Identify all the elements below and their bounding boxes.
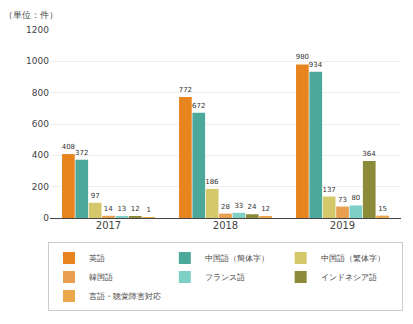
- svg-text:13: 13: [117, 205, 126, 213]
- svg-text:中国語（簡体字）: 中国語（簡体字）: [205, 254, 269, 263]
- svg-text:12: 12: [261, 205, 270, 213]
- svg-text:73: 73: [338, 196, 347, 204]
- svg-text:1200: 1200: [26, 25, 49, 35]
- svg-text:14: 14: [104, 205, 113, 213]
- svg-text:186: 186: [205, 178, 219, 186]
- svg-text:97: 97: [91, 192, 100, 200]
- svg-text:1: 1: [146, 206, 150, 214]
- svg-text:24: 24: [248, 203, 257, 211]
- svg-text:600: 600: [32, 119, 49, 129]
- svg-text:934: 934: [309, 61, 323, 69]
- svg-text:33: 33: [234, 202, 243, 210]
- svg-text:672: 672: [192, 102, 205, 110]
- svg-text:364: 364: [362, 150, 376, 158]
- svg-text:772: 772: [179, 86, 192, 94]
- svg-text:2017: 2017: [96, 220, 121, 231]
- svg-text:インドネシア語: インドネシア語: [321, 273, 377, 282]
- svg-text:1000: 1000: [26, 56, 49, 66]
- svg-text:中国語（繁体字）: 中国語（繁体字）: [321, 254, 385, 263]
- svg-text:0: 0: [43, 213, 49, 223]
- svg-text:（単位：件）: （単位：件）: [4, 10, 58, 20]
- svg-text:400: 400: [32, 150, 49, 160]
- svg-text:2018: 2018: [213, 220, 238, 231]
- svg-text:2019: 2019: [330, 220, 355, 231]
- svg-text:200: 200: [32, 182, 49, 192]
- svg-text:言語・聴覚障害対応: 言語・聴覚障害対応: [89, 292, 161, 301]
- svg-text:フランス語: フランス語: [205, 273, 245, 282]
- svg-text:408: 408: [62, 143, 75, 151]
- svg-text:英語: 英語: [89, 254, 105, 263]
- svg-text:28: 28: [221, 203, 230, 211]
- svg-text:15: 15: [378, 205, 387, 213]
- svg-text:韓国語: 韓国語: [89, 273, 113, 282]
- svg-text:800: 800: [32, 88, 49, 98]
- svg-text:137: 137: [322, 186, 335, 194]
- svg-text:80: 80: [351, 194, 360, 202]
- svg-text:980: 980: [296, 53, 309, 61]
- svg-text:12: 12: [131, 205, 140, 213]
- svg-text:372: 372: [75, 149, 88, 157]
